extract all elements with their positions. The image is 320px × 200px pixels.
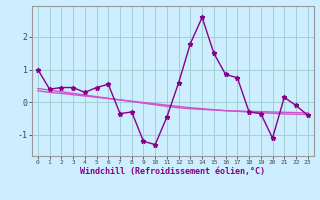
X-axis label: Windchill (Refroidissement éolien,°C): Windchill (Refroidissement éolien,°C) xyxy=(80,167,265,176)
